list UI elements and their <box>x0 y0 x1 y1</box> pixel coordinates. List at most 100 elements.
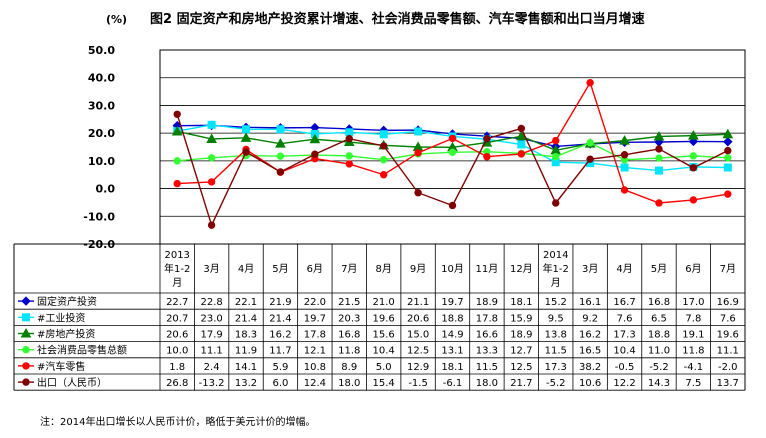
data-point <box>173 157 181 165</box>
data-point <box>379 130 388 139</box>
plot-area: 50.040.030.020.010.00.0-10.0-20.0 <box>83 44 746 251</box>
table-cell: 12.4 <box>304 378 326 389</box>
y-tick-label: 10.0 <box>88 155 115 168</box>
data-point <box>689 164 698 172</box>
table-cell: 16.1 <box>579 297 601 308</box>
table-cell: 16.2 <box>579 330 601 341</box>
table-cell: 11.9 <box>235 346 257 357</box>
data-point <box>242 125 251 134</box>
data-point <box>448 134 457 143</box>
table-cell: 8.9 <box>341 362 357 373</box>
y-tick-label: 20.0 <box>88 127 115 140</box>
table-cell: 1.8 <box>169 362 185 373</box>
table-cell: 11.7 <box>269 346 291 357</box>
series-name: #工业投资 <box>37 311 85 324</box>
data-point <box>311 150 319 158</box>
table-cell: 11.0 <box>648 346 670 357</box>
table-cell: 10.0 <box>166 346 188 357</box>
data-point <box>414 149 422 157</box>
data-point <box>448 148 457 156</box>
table-cell: 11.8 <box>338 346 360 357</box>
category-label: 6月 <box>307 263 323 275</box>
category-label: 4月 <box>616 263 632 275</box>
data-point <box>654 166 663 175</box>
data-point <box>552 153 560 161</box>
table-cell: 16.6 <box>476 330 498 341</box>
data-point <box>515 130 527 141</box>
series-name: #汽车零售 <box>37 360 85 373</box>
category-label: 月 <box>551 277 561 289</box>
data-point <box>483 134 491 143</box>
table-cell: 15.9 <box>510 313 532 324</box>
data-point <box>586 155 594 163</box>
table-cell: 10.4 <box>613 346 635 357</box>
data-point <box>724 190 732 198</box>
table-cell: 5.0 <box>376 362 392 373</box>
data-point <box>414 189 422 197</box>
table-cell: 11.1 <box>717 346 739 357</box>
data-point <box>653 130 665 141</box>
table-cell: 18.1 <box>441 362 463 373</box>
table-cell: 7.8 <box>685 313 701 324</box>
table-cell: 12.5 <box>510 362 532 373</box>
legend-key-marker <box>22 313 30 322</box>
table-cell: 9.2 <box>582 313 598 324</box>
category-label: 7月 <box>341 263 357 275</box>
table-cell: 16.8 <box>648 297 670 308</box>
data-point <box>448 201 457 210</box>
data-point <box>379 142 388 150</box>
table-cell: 16.2 <box>269 330 291 341</box>
table-cell: 7.6 <box>617 313 633 324</box>
series-name: 固定资产投资 <box>37 295 97 308</box>
table-cell: 13.8 <box>545 330 567 341</box>
data-point <box>620 186 629 194</box>
data-point <box>206 133 217 143</box>
chart-title: 图2 固定资产和房地产投资累计增速、社会消费品零售额、汽车零售额和出口当月增速 <box>150 11 645 27</box>
table-cell: 16.9 <box>717 297 739 308</box>
table-cell: 17.3 <box>613 330 635 341</box>
data-point <box>173 179 181 188</box>
legend-key-marker <box>20 327 32 338</box>
category-label: 2014 <box>543 250 568 261</box>
table-cell: 22.8 <box>200 297 222 308</box>
table-cell: 12.5 <box>407 346 429 357</box>
table-cell: 19.6 <box>373 313 395 324</box>
data-point <box>240 132 252 142</box>
data-point <box>242 148 250 156</box>
data-point <box>689 152 698 160</box>
category-label: 3月 <box>582 263 598 275</box>
table-cell: 17.0 <box>682 297 704 308</box>
category-label: 6月 <box>685 263 701 275</box>
data-point <box>517 150 526 158</box>
table-cell: 11.5 <box>545 346 567 357</box>
data-point <box>586 79 594 87</box>
table-cell: 22.1 <box>235 297 257 308</box>
table-cell: 21.5 <box>338 297 360 308</box>
category-label: 5月 <box>272 263 288 275</box>
table-cell: 12.1 <box>304 346 326 357</box>
category-label: 4月 <box>238 263 254 275</box>
table-cell: -4.1 <box>684 362 704 373</box>
category-label: 月 <box>172 277 182 289</box>
table-cell: 18.9 <box>476 297 498 308</box>
table-cell: 19.1 <box>682 330 704 341</box>
series-6 <box>173 110 732 229</box>
table-cell: 6.5 <box>651 313 667 324</box>
data-point <box>173 110 181 118</box>
data-point <box>620 151 629 159</box>
table-cell: -13.2 <box>199 378 225 389</box>
data-point <box>483 153 491 161</box>
data-point <box>655 199 663 207</box>
y-tick-label: 40.0 <box>88 72 115 85</box>
table-cell: 18.3 <box>235 330 257 341</box>
table-cell: 11.8 <box>682 346 704 357</box>
table-cell: 13.7 <box>717 378 739 389</box>
table-cell: 21.9 <box>269 297 291 308</box>
data-point <box>276 125 285 134</box>
table-cell: -2.0 <box>718 362 738 373</box>
data-point <box>379 156 388 164</box>
table-cell: 13.2 <box>235 378 257 389</box>
legend-key-marker <box>22 378 30 386</box>
